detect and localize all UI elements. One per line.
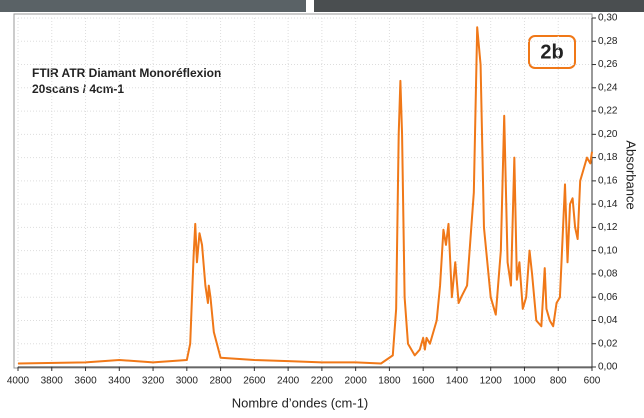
y-tick-label: 0,08 [598, 269, 618, 280]
x-tick-label: 3600 [74, 376, 97, 387]
y-tick-label: 0,06 [598, 292, 618, 303]
y-tick-label: 0,04 [598, 315, 618, 326]
y-axis-label: Absorbance [624, 140, 639, 209]
chart-subtitle: 20scans / 4cm-1 [32, 82, 124, 96]
y-tick-label: 0,00 [598, 362, 618, 373]
y-tick-label: 0,30 [598, 13, 618, 24]
badge: 2b [540, 41, 563, 63]
x-tick-label: 3400 [108, 376, 131, 387]
y-tick-label: 0,26 [598, 59, 618, 70]
x-tick-label: 4000 [7, 376, 30, 387]
x-tick-label: 2400 [277, 376, 300, 387]
y-tick-label: 0,18 [598, 152, 618, 163]
x-tick-label: 2000 [345, 376, 368, 387]
x-tick-label: 2600 [243, 376, 266, 387]
x-tick-label: 600 [584, 376, 601, 387]
x-tick-label: 2800 [209, 376, 232, 387]
y-tick-label: 0,14 [598, 199, 618, 210]
y-tick-label: 0,12 [598, 222, 618, 233]
y-tick-label: 0,20 [598, 129, 618, 140]
x-tick-label: 3000 [176, 376, 199, 387]
x-tick-label: 3800 [41, 376, 64, 387]
y-tick-label: 0,16 [598, 176, 618, 187]
x-tick-label: 1800 [378, 376, 401, 387]
y-tick-label: 0,02 [598, 338, 618, 349]
x-axis-label: Nombre d’ondes (cm-1) [232, 395, 369, 410]
y-tick-label: 0,24 [598, 82, 618, 93]
chart: FTIR ATR Diamant Monoréflexion 20scans /… [0, 0, 644, 418]
y-tick-label: 0,10 [598, 245, 618, 256]
x-tick-label: 1000 [513, 376, 536, 387]
x-tick-label: 1600 [412, 376, 435, 387]
x-tick-label: 1200 [480, 376, 503, 387]
x-tick-label: 1400 [446, 376, 469, 387]
y-tick-label: 0,28 [598, 36, 618, 47]
y-tick-label: 0,22 [598, 106, 618, 117]
chart-title: FTIR ATR Diamant Monoréflexion [32, 66, 221, 80]
x-tick-label: 2200 [311, 376, 334, 387]
photo-strip [0, 0, 306, 12]
x-tick-label: 3200 [142, 376, 165, 387]
x-tick-label: 800 [550, 376, 567, 387]
photo-strip [314, 0, 644, 12]
